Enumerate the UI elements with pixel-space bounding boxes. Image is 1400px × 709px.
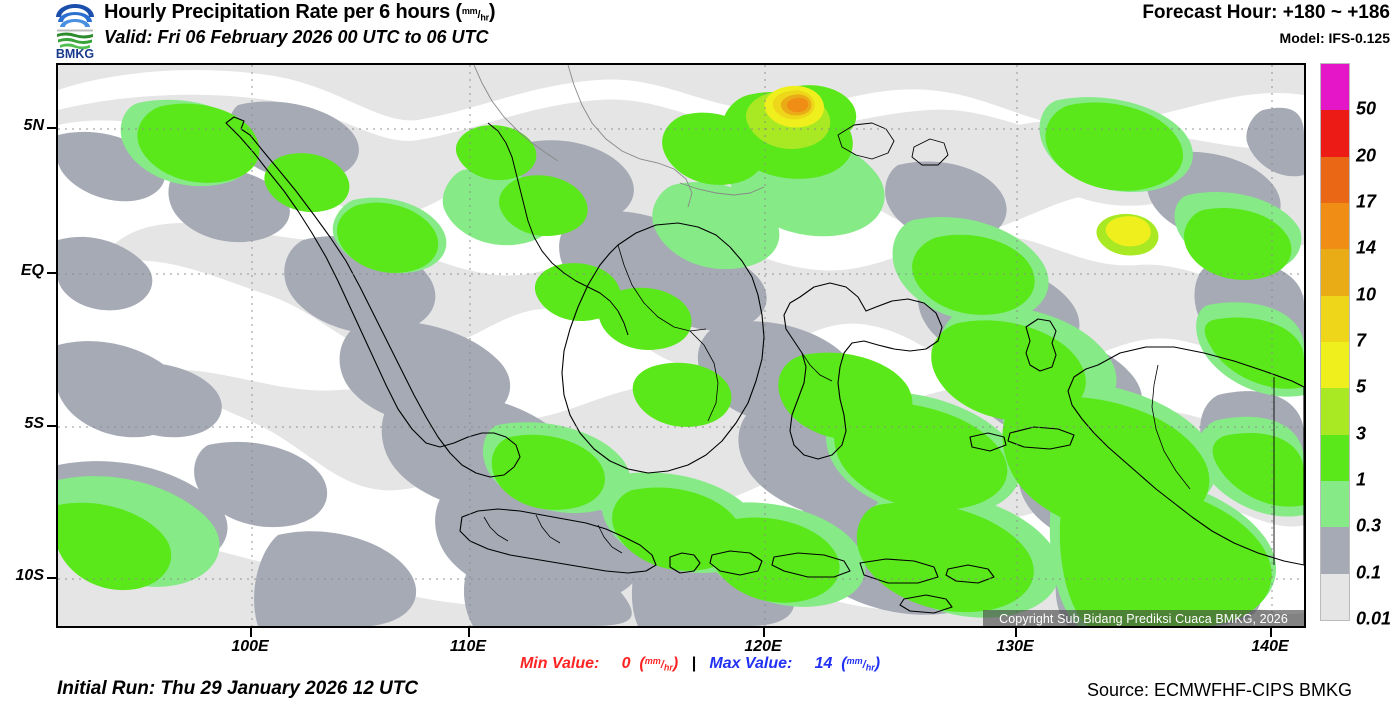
- page-title: Hourly Precipitation Rate per 6 hours (m…: [104, 1, 496, 24]
- colorbar-band-50: [1321, 64, 1349, 111]
- colorbar-band-17: [1321, 156, 1349, 203]
- colorbar-band-1: [1321, 434, 1349, 481]
- minmax-separator: |: [691, 655, 696, 672]
- colorbar-label-17: 17: [1356, 191, 1377, 212]
- lon-tick-120E: [763, 628, 765, 637]
- title-unit-numerator: mm: [461, 5, 478, 16]
- model-label: Model: IFS-0.125: [1279, 30, 1390, 46]
- lat-label-5N: 5N: [23, 117, 44, 134]
- map-canvas: [58, 65, 1304, 626]
- min-max-line: Min Value: 0 (mm/hr) | Max Value: 14 (mm…: [0, 655, 1400, 673]
- header-bar: BMKG Hourly Precipitation Rate per 6 hou…: [0, 0, 1400, 62]
- lat-label-EQ: EQ: [20, 262, 44, 279]
- colorbar-label-1: 1: [1356, 469, 1367, 490]
- page-title-text: Hourly Precipitation Rate per 6 hours: [104, 1, 451, 23]
- colorbar-label-50: 50: [1356, 98, 1377, 119]
- bmkg-logo-svg: BMKG: [56, 4, 94, 61]
- country-border-layer: [473, 65, 765, 208]
- lon-label-110E: 110E: [449, 638, 487, 655]
- lon-tick-110E: [468, 628, 470, 637]
- precipitation-map[interactable]: Copyright Sub Bidang Prediksi Cuaca BMKG…: [56, 63, 1306, 628]
- copyright-watermark: Copyright Sub Bidang Prediksi Cuaca BMKG…: [983, 610, 1304, 626]
- forecast-hour-label: Forecast Hour: +180 ~ +186: [1142, 2, 1390, 23]
- admin-border-layer: [483, 244, 1191, 554]
- lat-label-5S: 5S: [24, 415, 44, 432]
- colorbar-band-7: [1321, 295, 1349, 342]
- min-value-unit: (mm/hr): [634, 655, 679, 673]
- gridline-layer: [58, 65, 1304, 626]
- colorbar-label-7: 7: [1356, 330, 1367, 351]
- colorbar-band-0.3: [1321, 480, 1349, 528]
- bmkg-logo: BMKG: [45, 2, 105, 61]
- colorbar-label-10: 10: [1356, 284, 1377, 305]
- colorbar-label-20: 20: [1356, 145, 1377, 166]
- max-value: 14: [814, 655, 833, 672]
- lat-tick-5S: [47, 425, 56, 427]
- min-unit-den: hr: [663, 662, 673, 673]
- max-unit-num: mm: [846, 655, 863, 666]
- colorbar-band-20: [1321, 110, 1349, 157]
- colorbar-label-3: 3: [1356, 423, 1367, 444]
- colorbar-band-0.01: [1321, 573, 1349, 620]
- title-unit-denominator: hr: [480, 12, 489, 23]
- colorbar-band-0.1: [1321, 527, 1349, 574]
- colorbar-label-0.1: 0.1: [1356, 562, 1382, 583]
- lon-tick-140E: [1270, 628, 1272, 637]
- colorbar-band-5: [1321, 341, 1349, 389]
- lat-tick-EQ: [47, 272, 56, 274]
- bmkg-logo-text: BMKG: [56, 47, 94, 60]
- min-value-label: Min Value:: [519, 655, 600, 672]
- lon-label-140E: 140E: [1251, 638, 1289, 655]
- lon-tick-100E: [250, 628, 252, 637]
- min-unit-num: mm: [644, 655, 661, 666]
- colorbar-label-14: 14: [1356, 237, 1377, 258]
- initial-run-label: Initial Run: Thu 29 January 2026 12 UTC: [57, 678, 419, 699]
- colorbar-band-14: [1321, 202, 1349, 250]
- lon-label-100E: 100E: [231, 638, 269, 655]
- lat-tick-5N: [47, 127, 56, 129]
- valid-time-label: Valid: Fri 06 February 2026 00 UTC to 06…: [104, 27, 489, 47]
- max-value-label: Max Value:: [709, 655, 793, 672]
- colorbar-band-10: [1321, 249, 1349, 296]
- colorbar-label-0.01: 0.01: [1356, 608, 1392, 629]
- precip-band-14: [786, 97, 809, 113]
- min-value: 0: [621, 655, 631, 672]
- coastline-layer: [225, 116, 1304, 614]
- lon-label-130E: 130E: [996, 638, 1034, 655]
- lon-label-120E: 120E: [744, 638, 782, 655]
- colorbar-band-3: [1321, 388, 1349, 435]
- colorbar-label-0.3: 0.3: [1356, 515, 1382, 536]
- lat-label-10S: 10S: [15, 567, 44, 584]
- colorbar-label-5: 5: [1356, 376, 1367, 397]
- title-block: Hourly Precipitation Rate per 6 hours (m…: [104, 1, 496, 48]
- max-value-unit: (mm/hr): [836, 655, 881, 673]
- lat-tick-10S: [47, 577, 56, 579]
- source-label: Source: ECMWFHF-CIPS BMKG: [1086, 680, 1352, 700]
- colorbar: [1320, 63, 1350, 621]
- max-unit-den: hr: [865, 662, 875, 673]
- lon-tick-130E: [1015, 628, 1017, 637]
- title-unit: (mm/hr): [450, 1, 496, 23]
